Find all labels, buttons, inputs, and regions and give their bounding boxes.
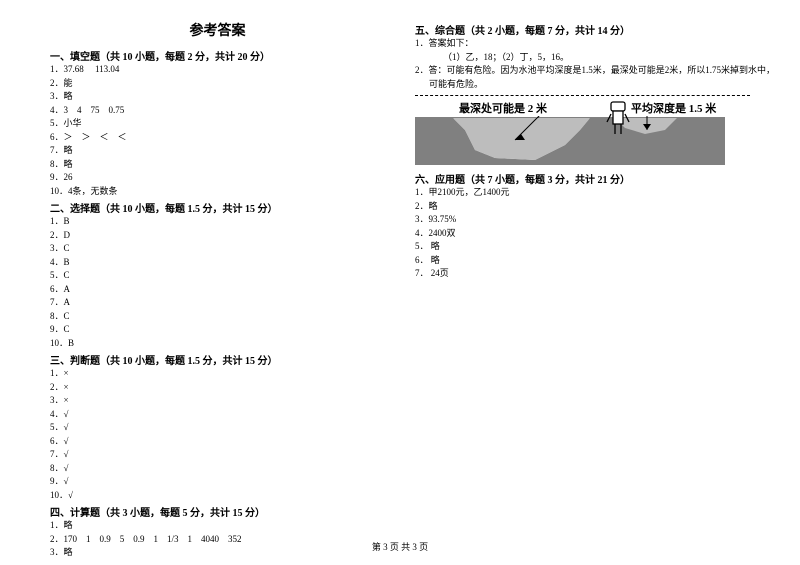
s6-item: 6． 略: [415, 254, 750, 268]
s2-item: 5．C: [50, 269, 385, 283]
s5-a2l1: 2．答：可能有危险。因为水池平均深度是1.5米，最深处可能是2米，所以1.75米…: [415, 64, 750, 78]
s3-item: 7．√: [50, 448, 385, 462]
s1-item: 9．26: [50, 171, 385, 185]
s5-a2l2: 可能有危险。: [415, 78, 750, 92]
pool-diagram: 最深处可能是 2 米 平均深度是 1.5 米: [415, 100, 725, 165]
s5-sub: （1）乙，18；（2）丁，5，16。: [415, 51, 750, 65]
s2-item: 2．D: [50, 229, 385, 243]
section-5-head: 五、综合题（共 2 小题，每题 7 分，共计 14 分）: [415, 22, 750, 37]
s6-item: 1．甲2100元，乙1400元: [415, 186, 750, 200]
s3-item: 5．√: [50, 421, 385, 435]
s3-item: 10．√: [50, 489, 385, 503]
page: 参考答案 一、填空题（共 10 小题，每题 2 分，共计 20 分） 1．37.…: [0, 0, 800, 560]
section-1-head: 一、填空题（共 10 小题，每题 2 分，共计 20 分）: [50, 48, 385, 63]
s2-item: 8．C: [50, 310, 385, 324]
dash-divider: [415, 95, 750, 96]
s2-item: 9．C: [50, 323, 385, 337]
page-footer: 第 3 页 共 3 页: [0, 540, 800, 553]
s6-item: 2．略: [415, 200, 750, 214]
s2-item: 10．B: [50, 337, 385, 351]
s6-item: 5． 略: [415, 240, 750, 254]
s2-item: 4．B: [50, 256, 385, 270]
deep-label: 最深处可能是 2 米: [457, 100, 549, 116]
s1-item: 2．能: [50, 77, 385, 91]
s3-item: 6．√: [50, 435, 385, 449]
s1-item: 3．略: [50, 90, 385, 104]
s2-item: 7．A: [50, 296, 385, 310]
s6-item: 7． 24页: [415, 267, 750, 281]
s1-item: 6．＞ ＞ ＜ ＜: [50, 131, 385, 145]
s4-item: 1．略: [50, 519, 385, 533]
s2-item: 6．A: [50, 283, 385, 297]
left-column: 参考答案 一、填空题（共 10 小题，每题 2 分，共计 20 分） 1．37.…: [50, 20, 385, 560]
s2-item: 1．B: [50, 215, 385, 229]
avg-label: 平均深度是 1.5 米: [629, 100, 718, 116]
section-2-head: 二、选择题（共 10 小题，每题 1.5 分，共计 15 分）: [50, 200, 385, 215]
answer-title: 参考答案: [50, 20, 385, 40]
s2-item: 3．C: [50, 242, 385, 256]
s5-intro: 1．答案如下：: [415, 37, 750, 51]
s1-item: 7．略: [50, 144, 385, 158]
s6-item: 3．93.75%: [415, 213, 750, 227]
s1-item: 10．4条，无数条: [50, 185, 385, 199]
s1-item: 8．略: [50, 158, 385, 172]
s1-item: 1．37.68 113.04: [50, 63, 385, 77]
s3-item: 2．×: [50, 381, 385, 395]
s3-item: 3．×: [50, 394, 385, 408]
s3-item: 8．√: [50, 462, 385, 476]
s6-item: 4．2400双: [415, 227, 750, 241]
s3-item: 1．×: [50, 367, 385, 381]
s3-item: 9．√: [50, 475, 385, 489]
s3-item: 4．√: [50, 408, 385, 422]
right-column: 五、综合题（共 2 小题，每题 7 分，共计 14 分） 1．答案如下： （1）…: [415, 20, 750, 560]
section-6-head: 六、应用题（共 7 小题，每题 3 分，共计 21 分）: [415, 171, 750, 186]
section-3-head: 三、判断题（共 10 小题，每题 1.5 分，共计 15 分）: [50, 352, 385, 367]
section-4-head: 四、计算题（共 3 小题，每题 5 分，共计 15 分）: [50, 504, 385, 519]
s1-item: 5．小华: [50, 117, 385, 131]
s1-item: 4．3 4 75 0.75: [50, 104, 385, 118]
